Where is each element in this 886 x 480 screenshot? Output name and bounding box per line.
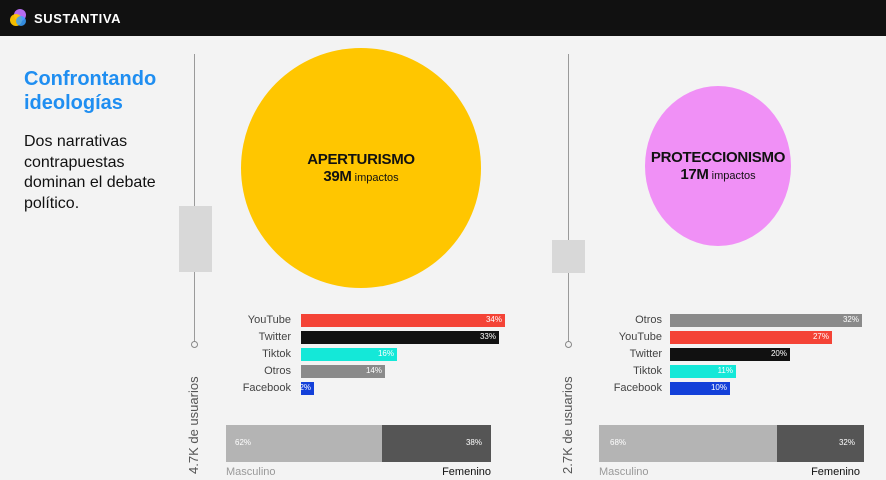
- panel-1-bar-youtube: 34%: [301, 314, 505, 327]
- panel-2-bar-value-otros: 32%: [842, 315, 859, 324]
- panel-1-bar-value-facebook: 2%: [299, 383, 311, 392]
- panel-1-bar-label-youtube: YouTube: [247, 314, 291, 326]
- panel-2-users-bar: [552, 240, 585, 273]
- panel-2-axis-line: [568, 54, 569, 344]
- panel-1-bar-twitter: 33%: [301, 331, 499, 344]
- panel-2-bar-label-youtube: YouTube: [618, 331, 662, 343]
- panel-2-gender-femenino-label: Femenino: [811, 466, 860, 478]
- panel-2-impact-value: 17M: [680, 166, 709, 183]
- panel-2-bar-tiktok: 11%: [670, 365, 736, 378]
- top-bar: SUSTANTIVA: [0, 0, 886, 36]
- panel-1-impact-unit: impactos: [354, 172, 399, 184]
- panel-1-bar-tiktok: 16%: [301, 348, 397, 361]
- panel-2-gender-femenino-value: 32%: [838, 438, 855, 447]
- panel-1-gender-femenino-label: Femenino: [442, 466, 491, 478]
- panel-2-bar-label-otros: Otros: [635, 314, 662, 326]
- panel-2-bar-youtube: 27%: [670, 331, 832, 344]
- panel-2-bar-twitter: 20%: [670, 348, 790, 361]
- panel-2-bar-value-twitter: 20%: [770, 349, 787, 358]
- panel-2-gender-masculino-bar: 68%: [599, 425, 777, 462]
- panel-1-impact-value: 39M: [323, 168, 352, 185]
- panel-1-users-label: 4.7K de usuarios: [186, 376, 201, 474]
- brand-name[interactable]: SUSTANTIVA: [34, 11, 122, 26]
- panel-1-bar-value-twitter: 33%: [479, 332, 496, 341]
- panel-1-bar-value-youtube: 34%: [485, 315, 502, 324]
- panel-1-gender-femenino-value: 38%: [465, 438, 482, 447]
- panel-1-bar-value-tiktok: 16%: [377, 349, 394, 358]
- panel-1-axis-dot: [191, 341, 198, 348]
- panel-2-bar-value-facebook: 10%: [710, 383, 727, 392]
- panel-1-axis-line: [194, 54, 195, 344]
- panel-2-impact-unit: impactos: [711, 170, 756, 182]
- panel-2-bar-value-youtube: 27%: [812, 332, 829, 341]
- page-subtitle: Dos narrativas contrapuestas dominan el …: [24, 133, 156, 212]
- panel-2-bar-label-twitter: Twitter: [629, 348, 662, 360]
- panel-1-bar-value-otros: 14%: [365, 366, 382, 375]
- panel-2-bar-otros: 32%: [670, 314, 862, 327]
- panel-1-bar-label-otros: Otros: [264, 365, 291, 377]
- panel-1-bar-otros: 14%: [301, 365, 385, 378]
- panel-2-bar-facebook: 10%: [670, 382, 730, 395]
- panel-1-gender-masculino-label: Masculino: [226, 466, 276, 478]
- panel-1-bar-label-tiktok: Tiktok: [262, 348, 291, 360]
- sustantiva-logo-icon[interactable]: [9, 8, 29, 28]
- panel-1-gender-femenino-bar: 38%: [382, 425, 491, 462]
- panel-1-bar-label-facebook: Facebook: [242, 382, 291, 394]
- panel-1-impact-text: 39M impactos: [323, 168, 398, 185]
- panel-2-users-label: 2.7K de usuarios: [560, 376, 575, 474]
- panel-2-gender-masculino-value: 68%: [610, 438, 627, 447]
- panel-2-impact-text: 17M impactos: [680, 166, 755, 183]
- panel-2-gender-femenino-bar: 32%: [777, 425, 864, 462]
- panel-1-bar-facebook: 2%: [299, 382, 314, 395]
- panel-1-bar-label-twitter: Twitter: [258, 331, 291, 343]
- panel-2-bar-label-tiktok: Tiktok: [633, 365, 662, 377]
- page-title: Confrontando ideologías: [24, 68, 157, 114]
- panel-2-gender-masculino-label: Masculino: [599, 466, 649, 478]
- panel-1-ideology-name: APERTURISMO: [307, 151, 415, 168]
- panel-1-users-bar: [179, 206, 212, 272]
- panel-1-impact-circle: APERTURISMO 39M impactos: [241, 48, 481, 288]
- panel-2-bar-value-tiktok: 11%: [717, 366, 733, 375]
- panel-2-axis-dot: [565, 341, 572, 348]
- panel-2-bar-label-facebook: Facebook: [613, 382, 662, 394]
- panel-1-gender-masculino-value: 62%: [235, 438, 252, 447]
- panel-2-ideology-name: PROTECCIONISMO: [650, 149, 786, 166]
- panel-2-impact-circle: PROTECCIONISMO 17M impactos: [645, 86, 791, 246]
- panel-1-gender-masculino-bar: 62%: [226, 425, 382, 462]
